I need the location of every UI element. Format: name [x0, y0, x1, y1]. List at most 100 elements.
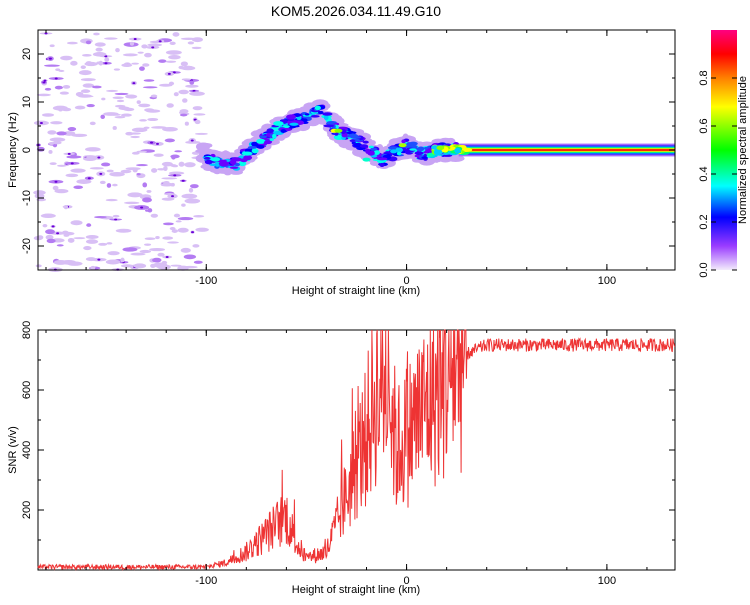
noise-blob [77, 94, 92, 98]
noise-blob [78, 70, 92, 76]
noise-blob-core [97, 258, 101, 261]
noise-blob [121, 63, 133, 67]
noise-blob [92, 52, 107, 57]
colorbar-gradient [711, 30, 737, 270]
noise-blob [139, 249, 152, 254]
noise-blob [136, 150, 148, 153]
noise-blob [90, 265, 96, 270]
noise-blob [161, 197, 175, 201]
colorbar: 0.0 0.2 0.4 0.6 0.8 Normalized spectral ampl… [698, 30, 749, 278]
noise-blob [142, 182, 148, 188]
y-tick-label: -10 [21, 190, 33, 206]
track-core [376, 157, 388, 161]
track-core [218, 160, 229, 167]
noise-blob [144, 108, 155, 112]
noise-blob-core [56, 232, 60, 235]
noise-blob [155, 235, 160, 240]
carrier-onset [454, 147, 461, 154]
noise-blob [89, 167, 104, 170]
noise-blob [168, 81, 175, 86]
noise-blob [181, 203, 186, 207]
track-core [273, 121, 284, 126]
noise-blob [185, 84, 199, 88]
noise-blob [193, 214, 205, 218]
noise-blob [172, 32, 180, 37]
noise-blob-core [97, 156, 101, 159]
noise-blob [105, 259, 121, 265]
noise-blob-core [165, 256, 169, 259]
track-hotspot [334, 128, 343, 133]
noise-blob [70, 220, 83, 226]
noise-blob-core [151, 46, 155, 49]
noise-blob [105, 198, 118, 202]
track-core [251, 141, 258, 147]
track-core [204, 159, 213, 165]
noise-blob [112, 183, 118, 187]
track-core [317, 110, 324, 115]
noise-blob [86, 223, 92, 227]
noise-blob-core [42, 81, 46, 84]
track-core [362, 140, 369, 144]
x-tick-label: -100 [195, 575, 217, 587]
noise-blob [74, 105, 86, 110]
noise-blob [58, 69, 65, 72]
track-core [280, 129, 287, 133]
x-tick-label: 0 [404, 575, 410, 587]
noise-blob [122, 247, 138, 252]
track-core [272, 133, 277, 139]
noise-blob [44, 87, 52, 91]
noise-blob [135, 164, 148, 167]
noise-blob [156, 264, 171, 270]
noise-blob [144, 243, 152, 246]
noise-blob [132, 168, 138, 173]
noise-blob [173, 213, 181, 218]
noise-blob [171, 229, 178, 233]
noise-blob [181, 78, 191, 81]
track-core [203, 156, 211, 160]
track-core [240, 158, 248, 163]
y-tick-label: 600 [21, 381, 33, 399]
noise-blob [166, 103, 174, 108]
noise-blob [33, 190, 46, 195]
spectrogram-xlabel: Height of straight line (km) [292, 285, 420, 297]
track-core [395, 147, 403, 153]
y-tick-label: 800 [21, 321, 33, 339]
noise-blob [49, 44, 55, 48]
noise-blob [127, 192, 143, 198]
track-core [350, 133, 355, 139]
track-core [323, 124, 335, 128]
y-tick-label: 200 [21, 501, 33, 519]
track-core [325, 121, 334, 125]
y-tick-label: 400 [21, 441, 33, 459]
noise-blob [133, 263, 147, 269]
noise-blob [36, 198, 47, 202]
noise-blob [193, 113, 206, 116]
noise-blob [115, 47, 120, 53]
noise-blob [161, 177, 178, 180]
noise-blob-core [173, 174, 177, 177]
track-core [302, 114, 312, 118]
noise-blob-core [150, 141, 154, 144]
noise-blob [98, 242, 108, 246]
noise-blob [52, 185, 59, 191]
noise-blob [42, 113, 55, 117]
noise-blob [129, 41, 135, 46]
noise-blob [142, 86, 158, 89]
track-core [229, 159, 237, 165]
noise-blob [189, 91, 205, 96]
noise-blob [106, 242, 113, 245]
noise-blob [120, 257, 125, 263]
noise-blob [114, 92, 129, 96]
y-tick-label: 0 [21, 147, 33, 153]
y-tick-label: 20 [21, 48, 33, 60]
track-halo [201, 143, 209, 151]
noise-blob-core [133, 38, 137, 41]
noise-blob [165, 50, 182, 55]
noise-blob [56, 131, 67, 136]
noise-blob [112, 214, 120, 218]
noise-blob-core [158, 40, 162, 43]
noise-blob [48, 149, 53, 154]
carrier-onset [431, 145, 439, 150]
noise-blob [83, 246, 92, 251]
